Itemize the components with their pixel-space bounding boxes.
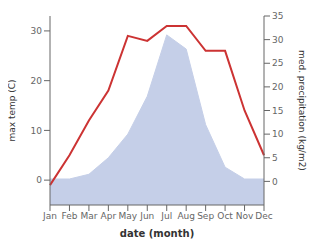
svg-text:15: 15 — [272, 106, 283, 116]
svg-text:10: 10 — [272, 129, 284, 139]
svg-text:35: 35 — [272, 11, 283, 21]
svg-text:Apr: Apr — [101, 211, 117, 221]
svg-text:Dec: Dec — [255, 211, 272, 221]
svg-text:Jun: Jun — [139, 211, 154, 221]
svg-text:Oct: Oct — [217, 211, 233, 221]
svg-text:5: 5 — [272, 153, 278, 163]
svg-text:Sep: Sep — [197, 211, 214, 221]
svg-text:30: 30 — [31, 26, 43, 36]
svg-text:25: 25 — [272, 58, 283, 68]
svg-text:0: 0 — [36, 175, 42, 185]
svg-text:Feb: Feb — [61, 211, 77, 221]
svg-text:0: 0 — [272, 177, 278, 187]
svg-text:May: May — [119, 211, 138, 221]
svg-text:20: 20 — [31, 76, 43, 86]
svg-text:Nov: Nov — [236, 211, 254, 221]
svg-text:10: 10 — [31, 126, 43, 136]
svg-text:Mar: Mar — [80, 211, 97, 221]
svg-text:Aug: Aug — [177, 211, 195, 221]
svg-text:med. precipitation (kg/m2): med. precipitation (kg/m2) — [297, 50, 307, 171]
svg-text:Jul: Jul — [160, 211, 172, 221]
svg-text:20: 20 — [272, 82, 284, 92]
svg-text:date (month): date (month) — [120, 228, 194, 239]
svg-text:Jan: Jan — [42, 211, 57, 221]
svg-text:30: 30 — [272, 35, 284, 45]
svg-text:max temp (C): max temp (C) — [8, 79, 17, 141]
